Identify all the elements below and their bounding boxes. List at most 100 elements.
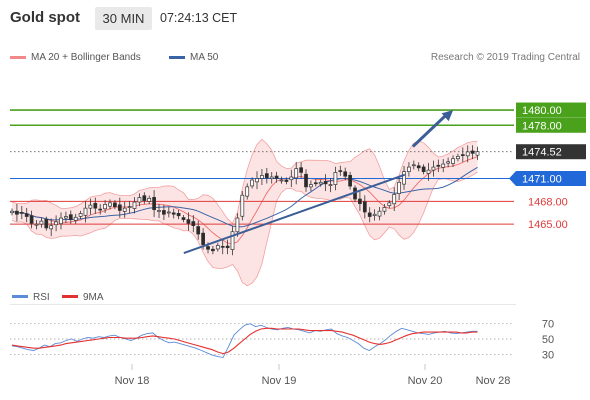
candle-body bbox=[441, 163, 446, 168]
candle-body bbox=[34, 223, 39, 226]
legend-bollinger-label: MA 20 + Bollinger Bands bbox=[31, 52, 141, 63]
x-tick-label: Nov 18 bbox=[115, 375, 150, 387]
candle-body bbox=[333, 172, 338, 185]
candle-body bbox=[181, 217, 186, 220]
price-label-box bbox=[516, 144, 586, 160]
candle-body bbox=[113, 202, 117, 207]
candle-body bbox=[402, 171, 406, 185]
rsi-tick-label: 70 bbox=[542, 319, 554, 331]
trendline bbox=[183, 173, 406, 254]
bollinger-band-fill bbox=[12, 139, 478, 286]
ma9-swatch-icon bbox=[62, 295, 78, 298]
candle-body bbox=[235, 217, 240, 233]
candle-body bbox=[255, 178, 259, 183]
candle-body bbox=[426, 169, 431, 174]
candle-body bbox=[147, 197, 152, 202]
x-tick-label: Nov 20 bbox=[408, 375, 443, 387]
candle-body bbox=[304, 173, 308, 188]
candle-body bbox=[54, 221, 58, 226]
candle-body bbox=[73, 216, 78, 221]
candle-body bbox=[294, 168, 299, 179]
candle-body bbox=[328, 184, 333, 187]
candle-body bbox=[68, 214, 73, 220]
timeframe-selector[interactable]: 30 MIN bbox=[95, 7, 152, 30]
candle-body bbox=[313, 182, 318, 185]
candle-body bbox=[132, 201, 137, 209]
rsi-line bbox=[11, 323, 478, 358]
candle-body bbox=[264, 173, 269, 179]
legend-bollinger: MA 20 + Bollinger Bands bbox=[10, 52, 141, 63]
candle-body bbox=[10, 210, 14, 214]
price-label: 1478.00 bbox=[522, 120, 562, 132]
rsi-legend-label: RSI bbox=[33, 292, 50, 303]
candle-body bbox=[411, 164, 416, 167]
candle-body bbox=[176, 212, 181, 217]
candle-body bbox=[152, 197, 156, 211]
candle-body bbox=[186, 219, 191, 224]
ma9-legend-label: 9MA bbox=[83, 292, 104, 303]
candle-body bbox=[460, 154, 465, 156]
candle-body bbox=[225, 245, 230, 249]
price-label-box bbox=[516, 171, 586, 186]
rsi-tick-label: 30 bbox=[542, 349, 554, 361]
target-arrow-head-icon bbox=[441, 110, 454, 122]
candle-body bbox=[196, 226, 201, 235]
candle-body bbox=[215, 245, 220, 250]
instrument-title: Gold spot bbox=[10, 9, 80, 26]
target-arrow-shaft bbox=[411, 112, 449, 148]
candle-body bbox=[470, 150, 475, 154]
bollinger-upper bbox=[11, 138, 478, 224]
research-credit: Research © 2019 Trading Central bbox=[430, 52, 580, 63]
candle-body bbox=[88, 204, 93, 209]
candle-body bbox=[211, 248, 215, 252]
bollinger-swatch-icon bbox=[10, 55, 26, 59]
candle-body bbox=[117, 204, 122, 211]
legend-ma50-label: MA 50 bbox=[190, 52, 219, 63]
candle-body bbox=[122, 207, 127, 212]
candle-body bbox=[338, 170, 343, 172]
legend-ma50: MA 50 bbox=[169, 52, 218, 63]
candle-body bbox=[431, 166, 436, 171]
price-label: 1480.00 bbox=[522, 105, 562, 117]
candle-body bbox=[250, 179, 254, 187]
candle-body bbox=[191, 221, 196, 227]
candle-body bbox=[39, 220, 44, 225]
candle-body bbox=[171, 212, 176, 215]
candle-body bbox=[456, 156, 460, 160]
candle-body bbox=[446, 161, 450, 164]
candle-body bbox=[157, 210, 161, 212]
candle-body bbox=[392, 194, 397, 205]
candle-body bbox=[309, 184, 313, 188]
candle-body bbox=[387, 202, 392, 206]
candle-body bbox=[78, 213, 83, 217]
rsi-swatch-icon bbox=[12, 295, 28, 298]
candle-body bbox=[201, 232, 205, 246]
candle-body bbox=[421, 166, 426, 173]
candle-body bbox=[108, 202, 112, 207]
candle-body bbox=[29, 215, 34, 224]
candle-body bbox=[269, 176, 274, 180]
candle-body bbox=[260, 175, 264, 179]
candle-body bbox=[220, 246, 225, 248]
candle-body bbox=[318, 181, 323, 185]
candle-body bbox=[367, 212, 372, 217]
candle-body bbox=[299, 167, 303, 173]
candle-body bbox=[142, 195, 147, 201]
rsi-separator bbox=[10, 304, 516, 305]
candle-body bbox=[59, 217, 63, 225]
candle-body bbox=[436, 164, 441, 167]
candle-body bbox=[358, 198, 362, 204]
candle-body bbox=[162, 210, 166, 215]
candle-body bbox=[416, 165, 421, 169]
rsi-tick-label: 50 bbox=[542, 334, 554, 346]
candle-body bbox=[83, 207, 88, 216]
candle-body bbox=[475, 151, 480, 156]
candle-body bbox=[15, 210, 19, 215]
candle-body bbox=[230, 231, 235, 250]
candle-body bbox=[240, 194, 245, 217]
candle-body bbox=[206, 246, 210, 250]
candle-body bbox=[137, 197, 142, 203]
candle-body bbox=[348, 174, 352, 187]
price-label: 1474.52 bbox=[522, 147, 562, 159]
